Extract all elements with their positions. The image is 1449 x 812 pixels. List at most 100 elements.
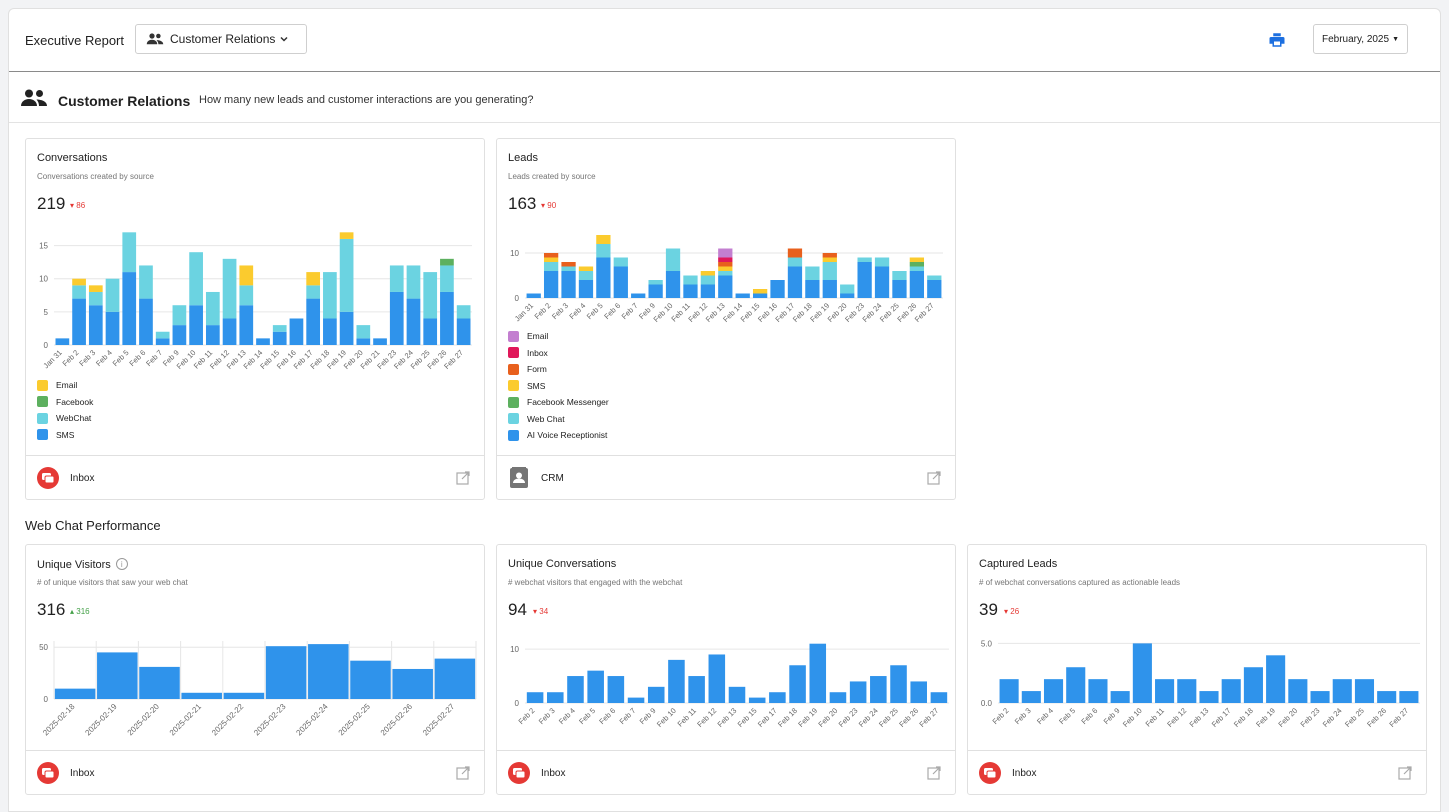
bar-segment[interactable] (892, 271, 907, 280)
bar-segment[interactable] (849, 681, 867, 703)
bar-segment[interactable] (239, 305, 254, 345)
bar-segment[interactable] (909, 266, 925, 272)
bar-segment[interactable] (350, 660, 391, 699)
bar-segment[interactable] (1288, 679, 1308, 703)
bar-segment[interactable] (728, 686, 746, 703)
bar-segment[interactable] (1266, 655, 1286, 703)
bar-segment[interactable] (718, 275, 733, 299)
bar-segment[interactable] (97, 652, 138, 699)
bar-segment[interactable] (306, 298, 321, 345)
bar-segment[interactable] (910, 681, 927, 703)
bar-segment[interactable] (769, 692, 786, 703)
bar-segment[interactable] (456, 305, 471, 319)
legend-item[interactable]: Inbox (508, 345, 609, 362)
bar-segment[interactable] (787, 266, 803, 299)
bar-segment[interactable] (392, 668, 433, 699)
bar-segment[interactable] (613, 266, 628, 299)
bar-segment[interactable] (339, 232, 354, 239)
open-external-icon[interactable] (1398, 766, 1412, 780)
bar-segment[interactable] (265, 646, 307, 699)
bar-segment[interactable] (683, 284, 698, 299)
bar-segment[interactable] (323, 272, 337, 319)
bar-segment[interactable] (1243, 667, 1263, 703)
bar-segment[interactable] (822, 257, 837, 263)
bar-segment[interactable] (909, 271, 925, 298)
bar-segment[interactable] (930, 692, 948, 703)
bar-segment[interactable] (1399, 691, 1419, 703)
legend-item[interactable]: Facebook (37, 394, 93, 411)
bar-segment[interactable] (748, 697, 766, 703)
bar-segment[interactable] (909, 257, 925, 263)
bar-segment[interactable] (787, 257, 803, 267)
bar-segment[interactable] (752, 293, 768, 299)
bar-segment[interactable] (272, 325, 287, 332)
bar-segment[interactable] (88, 305, 103, 345)
bar-segment[interactable] (155, 331, 170, 339)
footer-link-label[interactable]: CRM (541, 473, 564, 484)
legend-item[interactable]: SMS (37, 427, 93, 444)
bar-segment[interactable] (356, 325, 371, 339)
bar-segment[interactable] (596, 244, 611, 258)
bar-segment[interactable] (1021, 691, 1041, 703)
bar-segment[interactable] (256, 338, 270, 345)
bar-segment[interactable] (543, 253, 559, 258)
footer-link-label[interactable]: Inbox (70, 768, 95, 779)
bar-segment[interactable] (389, 265, 404, 292)
bar-segment[interactable] (1354, 679, 1375, 703)
bar-segment[interactable] (718, 248, 733, 258)
legend-item[interactable]: SMS (508, 378, 609, 395)
bar-segment[interactable] (561, 262, 576, 267)
bar-segment[interactable] (139, 265, 153, 299)
bar-segment[interactable] (700, 275, 716, 285)
bar-segment[interactable] (683, 275, 698, 285)
bar-segment[interactable] (172, 325, 187, 345)
bar-segment[interactable] (223, 692, 265, 699)
bar-segment[interactable] (139, 666, 180, 699)
bar-segment[interactable] (787, 248, 803, 258)
open-external-icon[interactable] (456, 471, 470, 485)
bar-segment[interactable] (423, 318, 438, 345)
bar-segment[interactable] (239, 285, 254, 306)
bar-segment[interactable] (822, 262, 837, 280)
bar-segment[interactable] (55, 338, 70, 345)
bar-segment[interactable] (596, 257, 611, 299)
bar-segment[interactable] (1310, 691, 1330, 703)
bar-segment[interactable] (1043, 679, 1064, 703)
bar-segment[interactable] (927, 280, 942, 298)
bar-segment[interactable] (440, 258, 454, 266)
bar-segment[interactable] (456, 318, 471, 345)
bar-segment[interactable] (289, 318, 304, 345)
bar-segment[interactable] (770, 280, 785, 298)
bar-segment[interactable] (587, 670, 604, 703)
bar-segment[interactable] (323, 318, 337, 345)
bar-segment[interactable] (809, 643, 827, 703)
bar-segment[interactable] (718, 271, 733, 276)
bar-segment[interactable] (627, 697, 645, 703)
bar-segment[interactable] (718, 257, 733, 263)
footer-link-label[interactable]: Inbox (1012, 768, 1037, 779)
footer-link-label[interactable]: Inbox (541, 768, 566, 779)
bar-segment[interactable] (434, 658, 476, 699)
bar-segment[interactable] (1132, 643, 1152, 703)
bar-segment[interactable] (561, 271, 576, 298)
bar-segment[interactable] (857, 262, 872, 298)
bar-segment[interactable] (389, 291, 404, 345)
bar-segment[interactable] (189, 305, 203, 345)
bar-segment[interactable] (308, 644, 349, 699)
bar-segment[interactable] (631, 293, 646, 299)
bar-segment[interactable] (840, 293, 855, 299)
bar-segment[interactable] (1088, 679, 1108, 703)
bar-segment[interactable] (647, 686, 665, 703)
bar-segment[interactable] (596, 235, 611, 244)
bar-segment[interactable] (205, 325, 220, 345)
bar-segment[interactable] (874, 257, 890, 267)
bar-segment[interactable] (1177, 679, 1197, 703)
info-icon[interactable]: i (115, 558, 128, 570)
bar-segment[interactable] (440, 265, 454, 292)
bar-segment[interactable] (181, 692, 222, 699)
date-select[interactable]: February, 2025 ▼ (1313, 24, 1408, 54)
bar-segment[interactable] (999, 679, 1019, 703)
bar-segment[interactable] (406, 298, 421, 345)
bar-segment[interactable] (272, 331, 287, 345)
legend-item[interactable]: Form (508, 361, 609, 378)
